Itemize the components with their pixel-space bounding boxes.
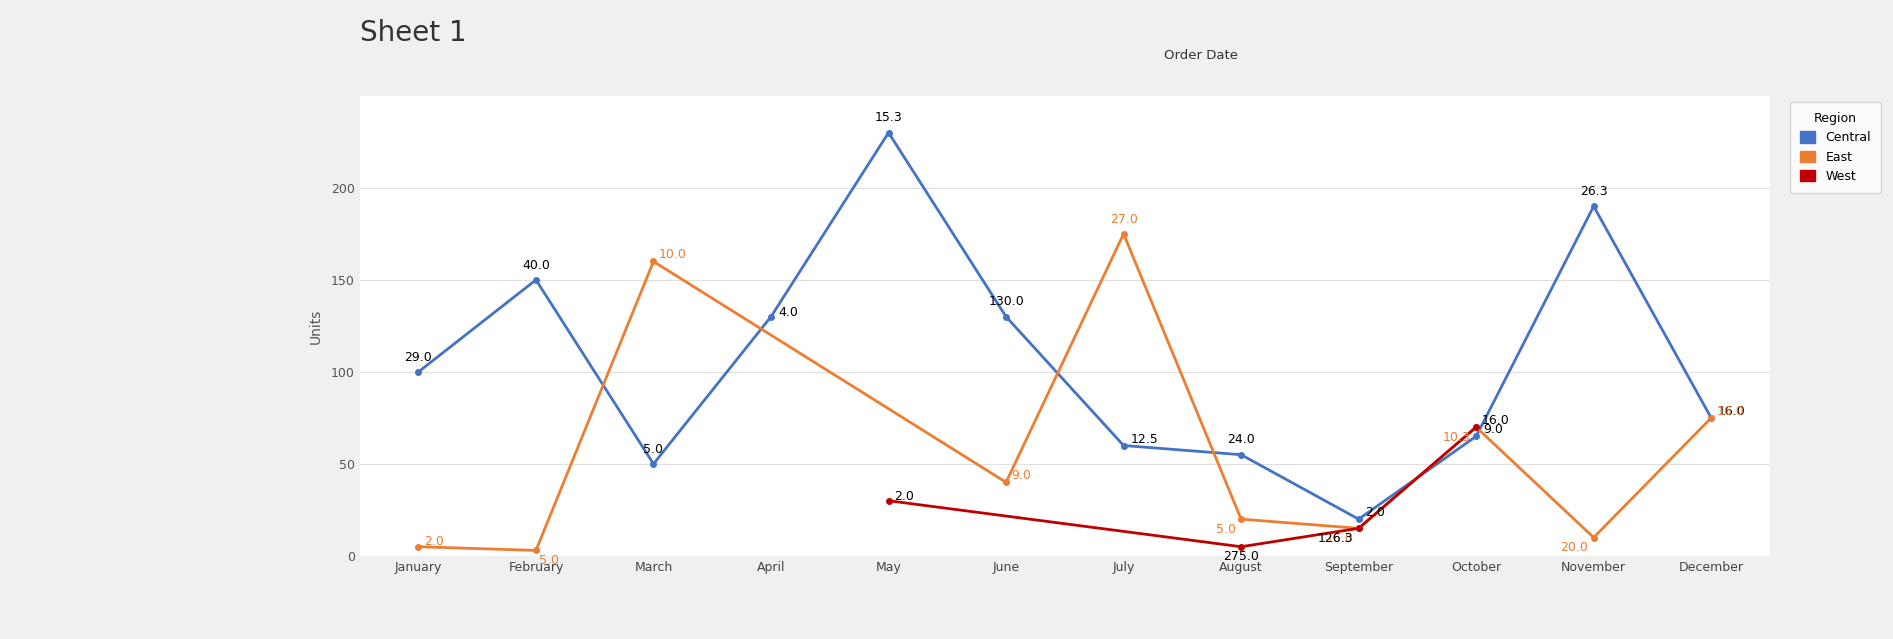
Text: 27.0: 27.0 bbox=[1109, 213, 1138, 226]
Text: 20.0: 20.0 bbox=[1560, 541, 1588, 554]
Text: 26.3: 26.3 bbox=[1581, 185, 1607, 198]
Text: 24.0: 24.0 bbox=[1227, 433, 1255, 447]
Text: 275.0: 275.0 bbox=[1223, 550, 1259, 564]
Text: 12.5: 12.5 bbox=[1130, 433, 1159, 445]
Text: Order Date: Order Date bbox=[1164, 49, 1238, 62]
Text: 10.3: 10.3 bbox=[1442, 431, 1471, 443]
Text: 16.0: 16.0 bbox=[1717, 405, 1745, 418]
Text: 40.0: 40.0 bbox=[522, 259, 549, 272]
Text: 16.0: 16.0 bbox=[1325, 532, 1353, 545]
Text: 126.3: 126.3 bbox=[1318, 532, 1353, 545]
Text: 9.0: 9.0 bbox=[1011, 469, 1032, 482]
Text: 29.0: 29.0 bbox=[405, 351, 432, 364]
Text: 16.0: 16.0 bbox=[1482, 414, 1509, 427]
Text: 9.0: 9.0 bbox=[1482, 423, 1503, 436]
Text: 5.0: 5.0 bbox=[1215, 523, 1236, 535]
Text: 2.0: 2.0 bbox=[893, 491, 914, 504]
Y-axis label: Units: Units bbox=[309, 308, 322, 344]
Text: 5.0: 5.0 bbox=[540, 554, 558, 567]
Text: 2.0: 2.0 bbox=[424, 535, 443, 548]
Text: 15.3: 15.3 bbox=[875, 111, 903, 125]
Text: 5.0: 5.0 bbox=[644, 443, 663, 456]
Text: 16.0: 16.0 bbox=[1719, 405, 1745, 418]
Text: 10.0: 10.0 bbox=[659, 249, 687, 261]
Legend: Central, East, West: Central, East, West bbox=[1791, 102, 1882, 193]
Text: 130.0: 130.0 bbox=[988, 295, 1024, 309]
Text: Sheet 1: Sheet 1 bbox=[360, 19, 466, 47]
Text: 4.0: 4.0 bbox=[778, 307, 797, 320]
Text: 2.0: 2.0 bbox=[1365, 506, 1386, 519]
